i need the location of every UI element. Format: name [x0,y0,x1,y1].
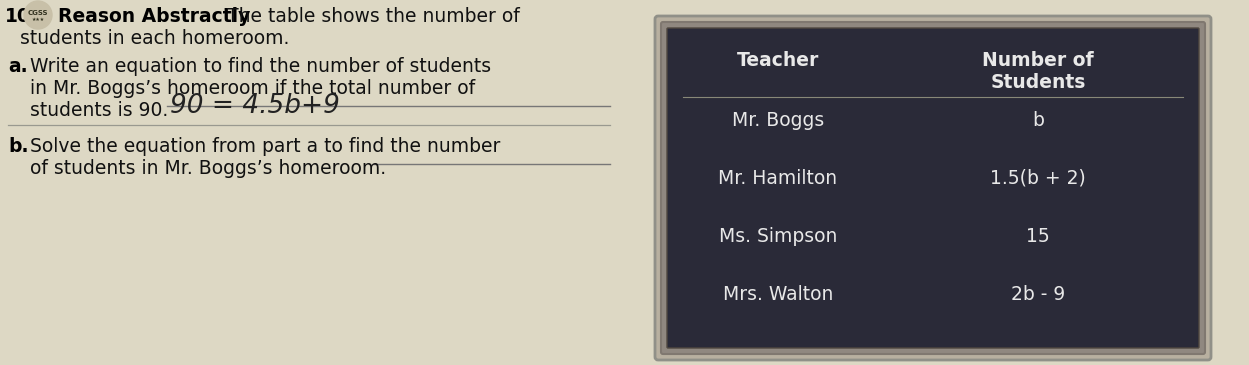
Text: students in each homeroom.: students in each homeroom. [20,29,290,48]
Text: a.: a. [7,57,27,76]
Text: CGSS: CGSS [27,10,49,16]
Text: Mr. Hamilton: Mr. Hamilton [718,169,838,188]
Text: Mrs. Walton: Mrs. Walton [723,285,833,304]
Text: 1.5(b + 2): 1.5(b + 2) [990,169,1085,188]
Text: 10.: 10. [5,7,37,26]
Text: ★★★: ★★★ [31,16,45,22]
Text: Number of
Students: Number of Students [982,51,1094,92]
Text: 2b - 9: 2b - 9 [1010,285,1065,304]
Text: Teacher: Teacher [737,51,819,70]
Text: Write an equation to find the number of students: Write an equation to find the number of … [30,57,491,76]
Text: of students in Mr. Boggs’s homeroom.: of students in Mr. Boggs’s homeroom. [30,159,386,178]
Text: b.: b. [7,137,29,156]
FancyBboxPatch shape [661,22,1205,354]
Text: 15: 15 [1027,227,1050,246]
Text: The table shows the number of: The table shows the number of [221,7,520,26]
Text: b: b [1032,111,1044,130]
FancyBboxPatch shape [654,16,1212,360]
Text: Ms. Simpson: Ms. Simpson [719,227,837,246]
Text: students is 90.: students is 90. [30,101,169,120]
Text: Reason Abstractly: Reason Abstractly [57,7,250,26]
Text: Solve the equation from part a to find the number: Solve the equation from part a to find t… [30,137,501,156]
FancyBboxPatch shape [667,28,1199,348]
Circle shape [24,1,52,29]
Text: 90 = 4.5b+9: 90 = 4.5b+9 [170,93,340,119]
Text: in Mr. Boggs’s homeroom if the total number of: in Mr. Boggs’s homeroom if the total num… [30,79,475,98]
Text: Mr. Boggs: Mr. Boggs [732,111,824,130]
